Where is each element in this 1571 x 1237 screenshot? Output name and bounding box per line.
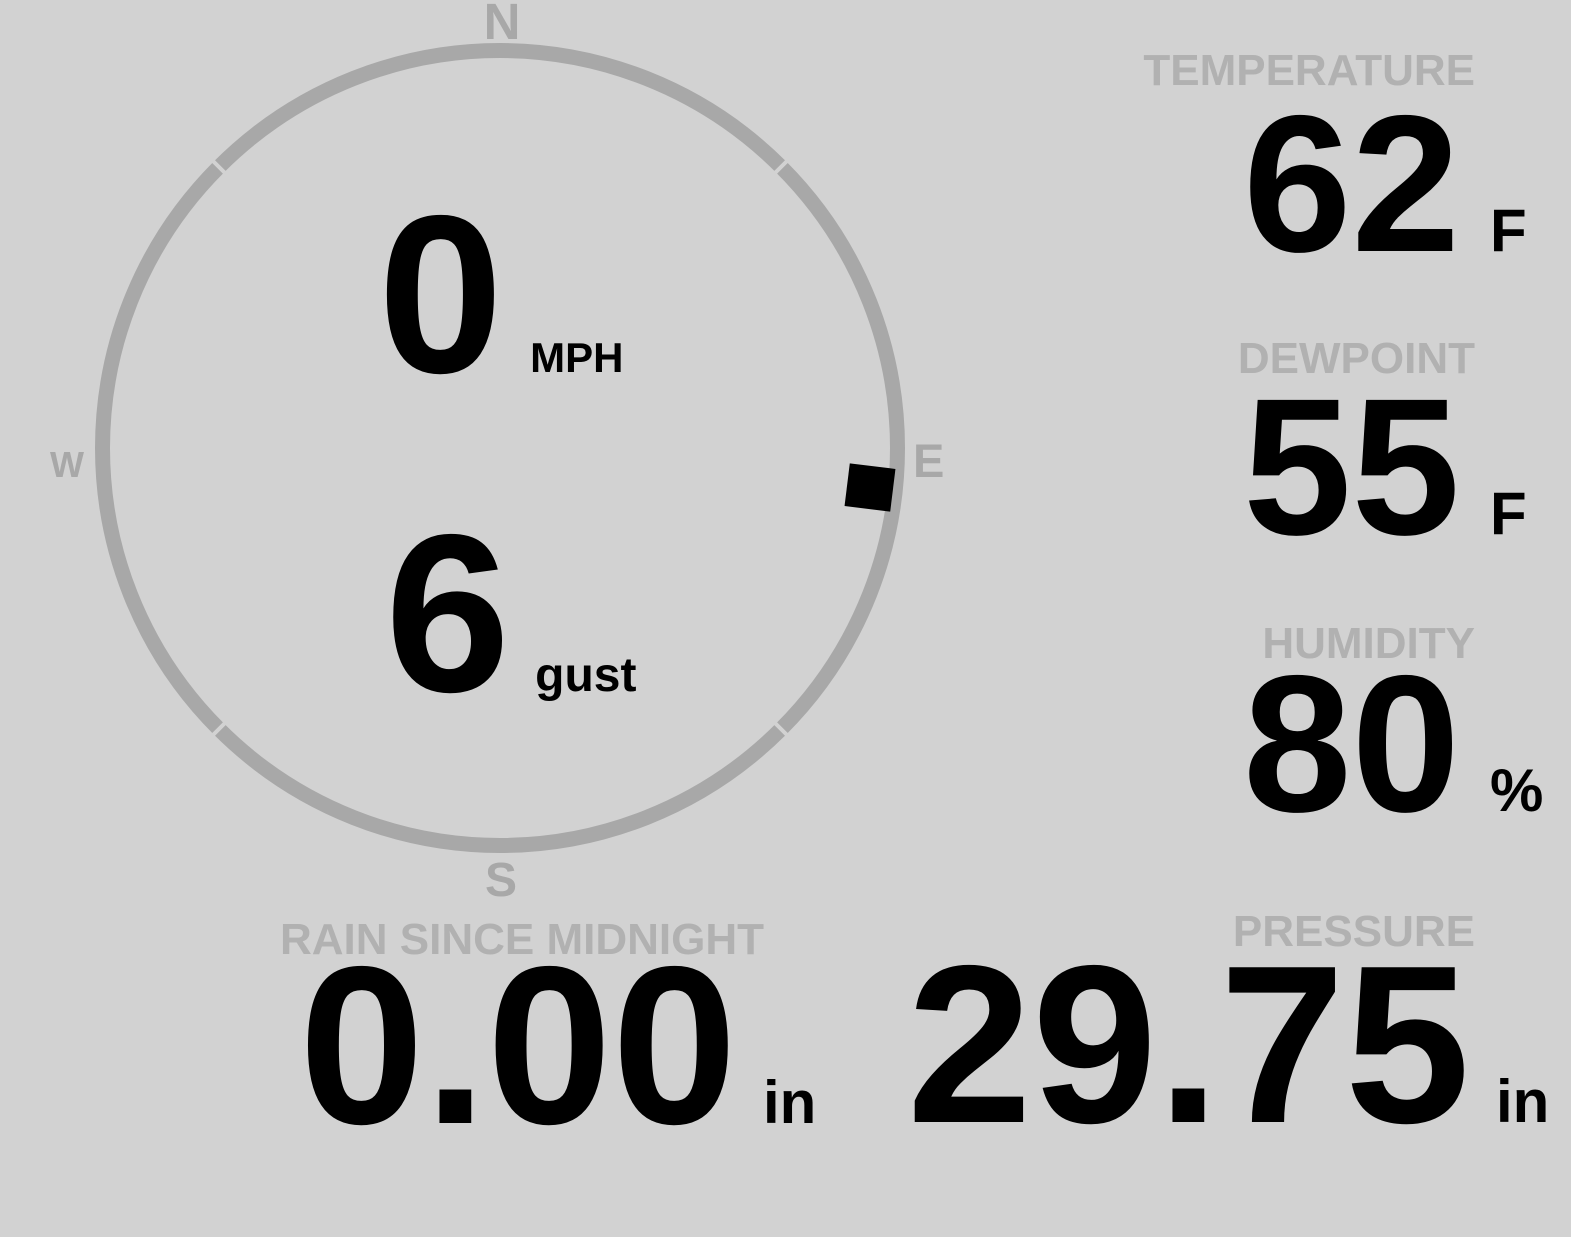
humidity-unit: %: [1490, 757, 1544, 824]
pressure-value: 29.75: [906, 918, 1470, 1170]
humidity-value: 80: [1243, 635, 1460, 853]
rain-reading: 0.00 in: [299, 919, 817, 1171]
dewpoint-value: 55: [1243, 358, 1460, 576]
dewpoint-unit: F: [1490, 480, 1527, 547]
dewpoint-reading: 55 F: [1243, 370, 1548, 565]
wind-gust-unit: gust: [535, 649, 637, 702]
pressure-unit: in: [1496, 1068, 1550, 1135]
temperature-reading: 62 F: [1243, 87, 1548, 282]
wind-speed-value: 0: [378, 168, 504, 420]
humidity-label: HUMIDITY: [1262, 619, 1475, 668]
compass-north-label: N: [483, 0, 521, 50]
wind-gust-reading: 6 gust: [385, 501, 636, 726]
pressure-reading: 29.75 in: [906, 918, 1550, 1170]
wind-direction-marker-icon: [844, 463, 896, 512]
compass-east-label: E: [913, 434, 945, 487]
rain-label: RAIN SINCE MIDNIGHT: [280, 915, 764, 964]
wind-speed-reading: 0 MPH: [378, 182, 623, 407]
temperature-value: 62: [1243, 75, 1460, 293]
compass-west-label: W: [50, 444, 84, 485]
rain-value: 0.00: [299, 919, 737, 1171]
temperature-unit: F: [1490, 197, 1527, 264]
compass-south-label: S: [484, 854, 518, 907]
pressure-label: PRESSURE: [1232, 907, 1475, 956]
dewpoint-label: DEWPOINT: [1237, 334, 1475, 383]
wind-gust-value: 6: [385, 487, 511, 739]
humidity-reading: 80 %: [1243, 647, 1548, 842]
temperature-label: TEMPERATURE: [1143, 46, 1475, 95]
wind-speed-unit: MPH: [530, 334, 624, 381]
rain-unit: in: [763, 1069, 817, 1136]
